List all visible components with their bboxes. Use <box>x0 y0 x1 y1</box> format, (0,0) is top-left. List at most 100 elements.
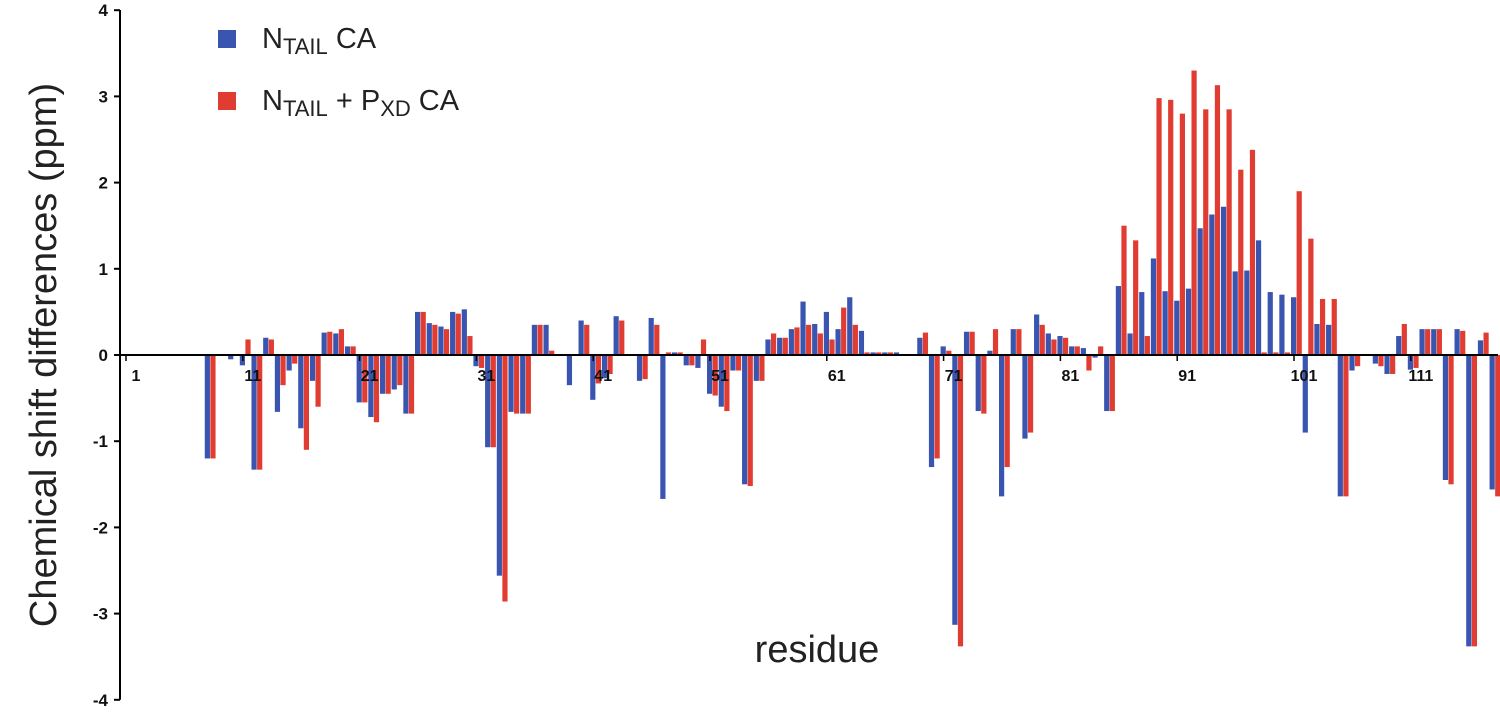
bar-ntail-pxd-residue-29 <box>455 313 461 355</box>
bar-ntail-pxd-residue-58 <box>794 327 800 355</box>
bar-ntail-pxd-residue-61 <box>829 339 835 355</box>
bar-ntail-pxd-residue-13 <box>268 339 274 355</box>
bar-ntail-residue-56 <box>765 339 771 355</box>
bar-ntail-residue-37 <box>543 324 549 355</box>
bar-ntail-pxd-residue-73 <box>969 331 975 355</box>
bar-ntail-pxd-residue-51 <box>712 355 718 396</box>
bar-ntail-residue-104 <box>1326 324 1332 355</box>
bar-ntail-residue-57 <box>777 337 783 355</box>
bar-ntail-pxd-residue-27 <box>432 324 438 355</box>
bar-ntail-pxd-residue-95 <box>1226 109 1232 355</box>
bar-ntail-residue-47 <box>660 355 666 499</box>
bar-ntail-residue-87 <box>1127 333 1133 355</box>
bar-ntail-residue-71 <box>940 346 946 355</box>
x-tick-label: 21 <box>361 368 379 385</box>
bar-ntail-pxd-residue-12 <box>257 355 263 470</box>
bar-ntail-pxd-residue-32 <box>490 355 496 448</box>
bar-ntail-pxd-residue-114 <box>1448 355 1454 485</box>
x-tick-label: 61 <box>828 368 846 385</box>
bar-ntail-residue-13 <box>263 337 269 355</box>
bar-ntail-residue-64 <box>858 330 865 355</box>
x-tick-label: 81 <box>1062 368 1080 385</box>
bar-ntail-pxd-residue-98 <box>1261 352 1267 355</box>
bar-ntail-residue-21 <box>356 355 362 403</box>
x-tick-label: 111 <box>1408 368 1433 385</box>
bar-ntail-residue-29 <box>450 311 456 355</box>
bar-ntail-residue-83 <box>1080 348 1086 355</box>
bar-ntail-pxd-residue-101 <box>1296 191 1302 355</box>
bar-ntail-pxd-residue-85 <box>1109 355 1115 412</box>
bar-ntail-residue-51 <box>707 355 713 394</box>
bar-ntail-pxd-residue-21 <box>362 355 368 403</box>
bar-ntail-residue-96 <box>1232 271 1238 355</box>
bar-ntail-residue-32 <box>485 355 491 448</box>
x-tick-label: 11 <box>244 368 261 385</box>
bar-ntail-pxd-residue-81 <box>1063 337 1069 355</box>
bar-ntail-residue-69 <box>917 337 923 355</box>
bar-ntail-residue-102 <box>1302 355 1308 433</box>
bar-ntail-residue-19 <box>333 333 339 355</box>
bar-ntail-pxd-residue-90 <box>1168 99 1174 355</box>
bar-ntail-residue-76 <box>999 355 1005 497</box>
x-tick-label: 41 <box>594 368 612 385</box>
bar-ntail-residue-93 <box>1197 228 1203 355</box>
x-tick-label: 51 <box>711 368 729 385</box>
y-tick-label: -1 <box>93 432 108 451</box>
bar-ntail-residue-48 <box>671 352 678 355</box>
bar-ntail-pxd-residue-100 <box>1284 352 1291 355</box>
bar-ntail-pxd-residue-94 <box>1214 85 1221 355</box>
bar-ntail-residue-36 <box>531 324 537 355</box>
bar-ntail-pxd-residue-50 <box>700 339 707 355</box>
bar-ntail-residue-108 <box>1372 355 1378 364</box>
bar-ntail-pxd-residue-76 <box>1004 355 1010 468</box>
bar-ntail-residue-63 <box>847 297 853 355</box>
bar-ntail-pxd-residue-70 <box>934 355 940 459</box>
bar-ntail-pxd-residue-65 <box>876 352 882 355</box>
bar-ntail-residue-116 <box>1466 355 1472 647</box>
bar-ntail-residue-40 <box>578 320 584 355</box>
bar-ntail-residue-16 <box>298 355 304 429</box>
bar-ntail-pxd-residue-105 <box>1343 355 1349 497</box>
bar-ntail-pxd-residue-79 <box>1039 324 1045 355</box>
bar-ntail-pxd-residue-53 <box>735 355 742 371</box>
x-tick-label: 71 <box>945 368 963 385</box>
bar-ntail-residue-67 <box>893 352 900 355</box>
x-tick-label: 101 <box>1291 368 1318 385</box>
bar-ntail-residue-111 <box>1407 355 1413 370</box>
bar-ntail-pxd-residue-87 <box>1133 240 1139 355</box>
bar-ntail-pxd-residue-26 <box>420 311 426 355</box>
y-axis-label: Chemical shift differences (ppm) <box>23 83 65 627</box>
bar-ntail-pxd-residue-115 <box>1460 330 1466 355</box>
bar-ntail-pxd-residue-88 <box>1144 336 1150 355</box>
bar-ntail-pxd-residue-108 <box>1378 355 1384 367</box>
bar-ntail-pxd-residue-35 <box>525 355 531 414</box>
bar-ntail-pxd-residue-43 <box>619 320 625 355</box>
bar-ntail-residue-27 <box>426 323 432 355</box>
bar-ntail-pxd-residue-19 <box>338 329 345 355</box>
bar-ntail-residue-82 <box>1069 346 1075 355</box>
bar-ntail-pxd-residue-16 <box>303 355 309 450</box>
bar-ntail-residue-46 <box>648 317 654 355</box>
bar-ntail-pxd-residue-45 <box>642 355 648 380</box>
bar-ntail-residue-89 <box>1150 258 1157 355</box>
bar-ntail-pxd-residue-86 <box>1121 225 1127 355</box>
x-tick-label: 1 <box>132 368 141 385</box>
legend: NTAIL CA NTAIL + PXD CA <box>218 23 460 121</box>
bar-ntail-pxd-residue-78 <box>1027 355 1034 433</box>
legend-label-ntail: NTAIL CA <box>262 23 377 59</box>
bar-ntail-residue-95 <box>1220 206 1227 355</box>
legend-swatch-ntail <box>218 30 236 48</box>
bar-ntail-pxd-residue-33 <box>502 355 508 602</box>
bar-ntail-pxd-residue-97 <box>1249 149 1256 355</box>
bar-ntail-residue-115 <box>1454 329 1460 355</box>
bar-ntail-pxd-residue-28 <box>443 329 450 355</box>
bar-ntail-pxd-residue-18 <box>327 331 333 355</box>
bar-ntail-pxd-residue-118 <box>1495 355 1500 497</box>
bar-ntail-pxd-residue-46 <box>654 324 660 355</box>
bar-ntail-pxd-residue-60 <box>817 333 823 355</box>
bar-ntail-residue-53 <box>730 355 736 371</box>
bar-ntail-residue-65 <box>870 352 876 355</box>
bar-ntail-residue-80 <box>1045 333 1051 355</box>
bar-ntail-residue-25 <box>403 355 409 414</box>
bar-ntail-residue-77 <box>1010 329 1016 355</box>
